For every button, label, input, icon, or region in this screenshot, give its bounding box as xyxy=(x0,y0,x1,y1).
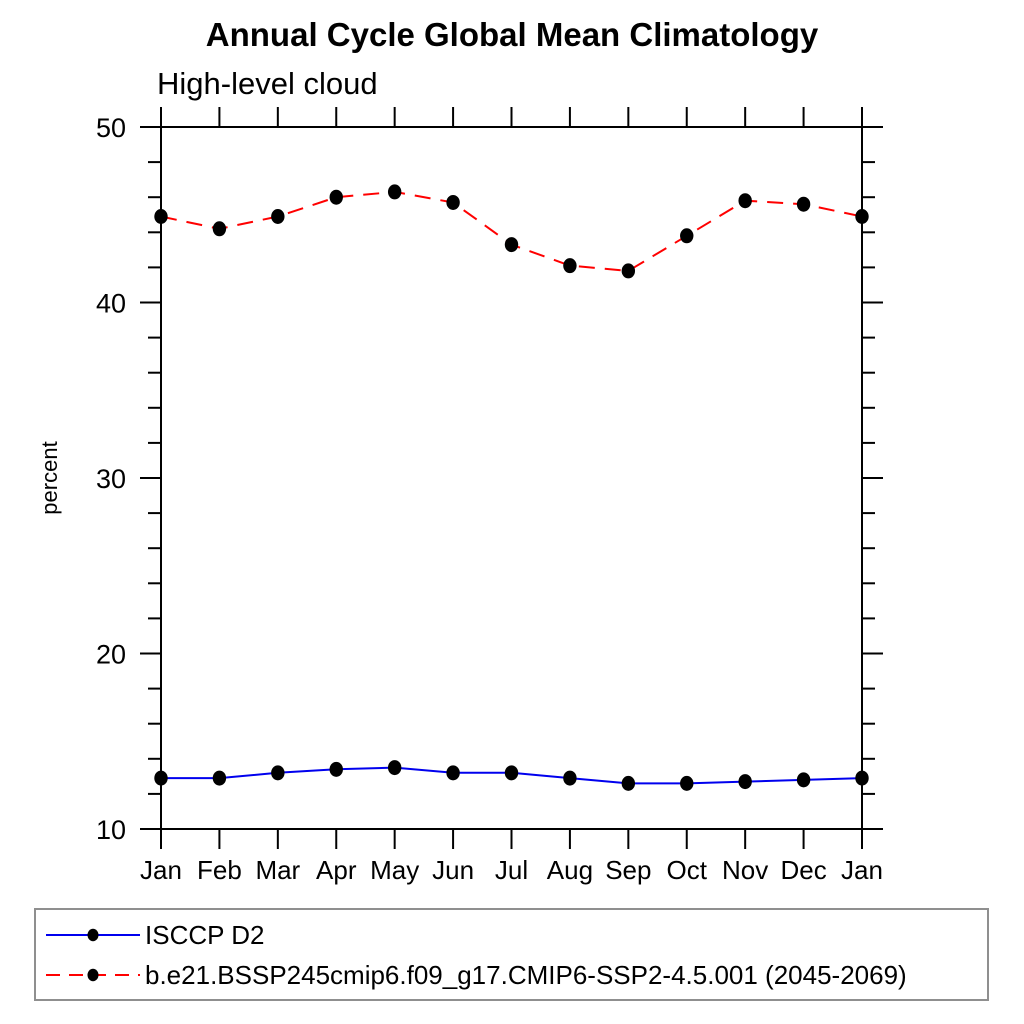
data-point-marker xyxy=(621,775,636,791)
legend-label: ISCCP D2 xyxy=(145,919,265,950)
y-tick-label: 10 xyxy=(96,815,126,845)
legend-marker-dot-icon xyxy=(87,968,99,981)
x-tick-label: Jul xyxy=(495,855,528,885)
legend-swatch-solid-line xyxy=(46,928,140,941)
y-tick-label: 50 xyxy=(96,113,126,143)
x-tick-label: May xyxy=(370,855,419,885)
chart-subtitle: High-level cloud xyxy=(157,66,378,101)
data-point-marker xyxy=(387,184,402,200)
data-point-marker xyxy=(504,237,519,253)
legend-label: b.e21.BSSP245cmip6.f09_g17.CMIP6-SSP2-4.… xyxy=(145,959,907,990)
data-point-marker xyxy=(796,196,811,212)
legend-swatch-dashed-line xyxy=(46,968,140,981)
data-point-marker xyxy=(271,209,285,225)
legend-marker-dot-icon xyxy=(87,928,99,941)
x-tick-label: Mar xyxy=(255,855,300,885)
data-point-marker xyxy=(212,221,227,237)
data-point-marker xyxy=(680,775,694,791)
series-line-1 xyxy=(160,190,863,272)
y-tick-label: 30 xyxy=(96,464,126,494)
x-tick-label: Oct xyxy=(667,855,708,885)
data-point-marker xyxy=(738,193,752,209)
legend: ISCCP D2 b.e21.BSSP245cmip6.f09_g17.CMIP… xyxy=(34,908,989,1001)
legend-entry-model: b.e21.BSSP245cmip6.f09_g17.CMIP6-SSP2-4.… xyxy=(36,958,987,992)
legend-entry-isccp-d2: ISCCP D2 xyxy=(36,918,987,952)
data-point-marker xyxy=(329,189,343,205)
x-tick-label: Jun xyxy=(432,855,474,885)
data-point-marker xyxy=(212,770,227,786)
data-point-marker xyxy=(621,263,636,279)
data-point-marker xyxy=(446,765,460,781)
y-tick-label: 40 xyxy=(96,289,126,319)
data-point-marker xyxy=(796,772,811,788)
data-point-marker xyxy=(680,228,694,244)
data-point-marker xyxy=(738,774,752,790)
x-tick-label: Jan xyxy=(140,855,182,885)
x-tick-label: Feb xyxy=(197,855,242,885)
data-point-marker xyxy=(154,209,168,225)
x-tick-label: Nov xyxy=(722,855,768,885)
data-point-marker xyxy=(563,770,577,786)
plot-frame xyxy=(160,126,863,830)
data-point-marker xyxy=(387,760,402,776)
y-axis-label: percent xyxy=(37,441,62,514)
x-tick-label: Apr xyxy=(316,855,357,885)
data-point-marker xyxy=(446,194,460,210)
x-tick-label: Sep xyxy=(605,855,651,885)
chart-title: Annual Cycle Global Mean Climatology xyxy=(205,16,819,53)
y-tick-label: 20 xyxy=(96,640,126,670)
data-point-marker xyxy=(271,765,285,781)
data-point-marker xyxy=(563,258,577,274)
data-point-marker xyxy=(504,765,519,781)
x-tick-label: Jan xyxy=(841,855,883,885)
data-point-marker xyxy=(154,770,168,786)
data-point-marker xyxy=(329,761,343,777)
x-tick-label: Dec xyxy=(780,855,826,885)
data-point-marker xyxy=(855,770,869,786)
data-point-marker xyxy=(855,209,869,225)
x-tick-label: Aug xyxy=(547,855,593,885)
